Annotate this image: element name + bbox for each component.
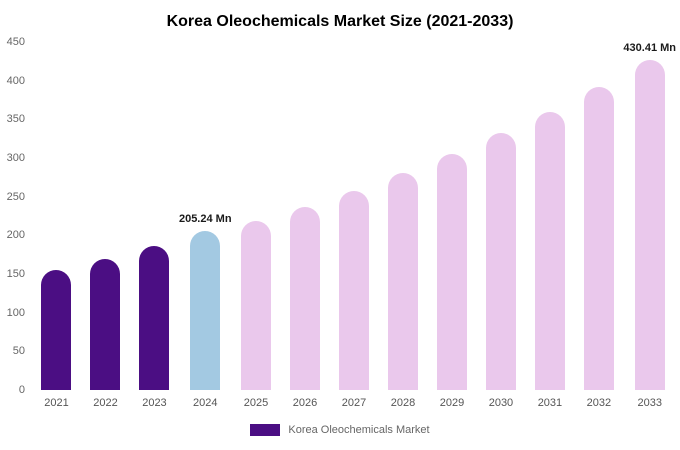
x-axis-label: 2026 bbox=[292, 397, 318, 409]
x-axis-label: 2027 bbox=[341, 397, 367, 409]
bar-value-label: 430.41 Mn bbox=[623, 42, 677, 54]
chart-body: 0 50 100 150 200 250 300 350 400 450 2021 2022 2023… bbox=[0, 36, 680, 409]
bar bbox=[41, 270, 72, 390]
x-axis-label: 2032 bbox=[586, 397, 612, 409]
bar-value-label: 205.24 Mn bbox=[178, 213, 232, 226]
legend: Korea Oleochemicals Market bbox=[0, 424, 680, 436]
bar-slot: 205.24 Mn 2024 bbox=[178, 42, 232, 409]
y-axis-tick-label: 300 bbox=[6, 152, 25, 164]
bar-slot: 2026 bbox=[281, 42, 330, 409]
legend-label: Korea Oleochemicals Market bbox=[288, 424, 430, 436]
x-axis-label: 2029 bbox=[439, 397, 465, 409]
x-axis-label: 2023 bbox=[142, 397, 167, 409]
x-axis-label: 2022 bbox=[93, 397, 118, 409]
y-axis: 0 50 100 150 200 250 300 350 400 450 bbox=[0, 36, 32, 396]
x-axis-label: 2024 bbox=[193, 397, 218, 409]
bar-slot: 2031 bbox=[525, 42, 574, 409]
y-axis-tick-label: 400 bbox=[6, 74, 25, 87]
legend-swatch bbox=[250, 424, 281, 436]
x-axis-label: 2021 bbox=[44, 397, 69, 409]
bar-slot: 2027 bbox=[330, 42, 379, 409]
bar-slot: 2028 bbox=[379, 42, 428, 409]
bar-slot: 2021 bbox=[32, 42, 81, 409]
x-axis-label: 2031 bbox=[537, 397, 563, 409]
bar-slot: 2022 bbox=[81, 42, 130, 409]
bar bbox=[139, 246, 170, 390]
plot-area: 2021 2022 2023 205.24 Mn 2024 2025 2026 2027 202… bbox=[32, 42, 677, 409]
bar bbox=[339, 190, 369, 390]
y-axis-tick-label: 150 bbox=[6, 268, 25, 280]
bar bbox=[634, 60, 665, 390]
bar bbox=[241, 220, 272, 390]
x-axis-label: 2030 bbox=[488, 397, 514, 409]
y-axis-tick-label: 350 bbox=[6, 113, 25, 126]
bar bbox=[190, 231, 221, 390]
y-axis-tick-label: 0 bbox=[18, 384, 25, 396]
bar bbox=[485, 133, 516, 390]
x-axis-label: 2025 bbox=[243, 397, 269, 409]
x-axis-label: 2028 bbox=[390, 397, 416, 409]
chart-title: Korea Oleochemicals Market Size (2021-20… bbox=[166, 13, 514, 30]
y-axis-tick-label: 200 bbox=[6, 229, 25, 242]
y-axis-tick-label: 250 bbox=[6, 190, 25, 203]
bar-slot: 2032 bbox=[574, 42, 623, 409]
x-axis-label: 2033 bbox=[637, 397, 662, 409]
bar bbox=[436, 154, 467, 390]
y-axis-tick-label: 100 bbox=[6, 306, 25, 319]
bar bbox=[534, 111, 565, 390]
y-axis-tick-label: 450 bbox=[6, 36, 25, 48]
bar-slot: 430.41 Mn 2033 bbox=[623, 42, 677, 409]
bar-slot: 2030 bbox=[476, 42, 525, 409]
bar bbox=[387, 172, 418, 390]
bar-slot: 2029 bbox=[427, 42, 476, 409]
y-axis-tick-label: 50 bbox=[12, 345, 25, 358]
bar bbox=[290, 206, 321, 390]
bar-slot: 2023 bbox=[130, 42, 179, 409]
bar-slot: 2025 bbox=[232, 42, 281, 409]
bar bbox=[90, 258, 121, 390]
bar bbox=[583, 86, 614, 390]
